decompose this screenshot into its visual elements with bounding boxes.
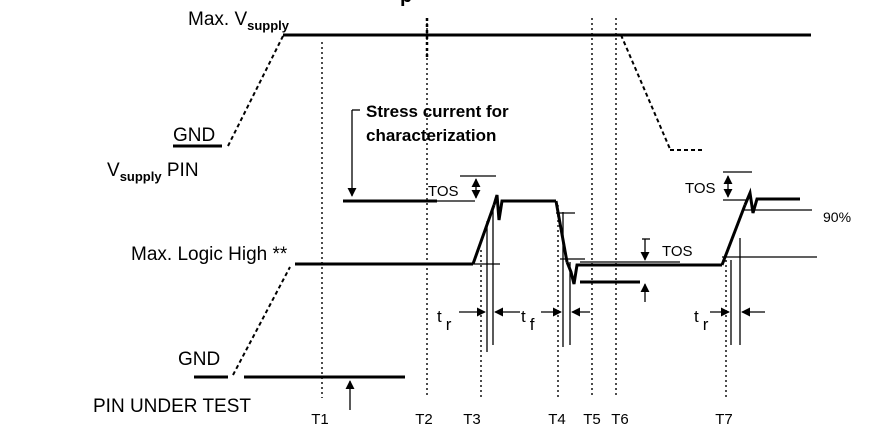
max-logic-high-label: Max. Logic High ** (131, 244, 288, 265)
stress-label-line1: Stress current for (366, 102, 509, 121)
stress-current-annotation (347, 109, 360, 197)
reference-lines (437, 171, 817, 352)
time-markers: T1 T2 T3 T4 T5 T6 T7 (311, 18, 733, 428)
marker-label-t1: T1 (311, 411, 329, 428)
marker-label-t5: T5 (583, 411, 601, 428)
tos-arrows (471, 175, 733, 302)
marker-label-t7: T7 (715, 411, 733, 428)
supply-pin-label: Vsupply PIN (107, 160, 199, 184)
marker-label-t6: T6 (611, 411, 629, 428)
pin-under-test-label: PIN UNDER TEST (93, 396, 251, 417)
marker-label-t3: T3 (463, 411, 481, 428)
tos-label-1: TOS (428, 183, 459, 200)
marker-label-t2: T2 (415, 411, 433, 428)
tos-label-3: TOS (662, 243, 693, 260)
supply-gnd-label: GND (173, 125, 215, 146)
pin-gnd-label: GND (178, 349, 220, 370)
pin-waveform (194, 187, 800, 379)
supply-waveform (173, 33, 811, 151)
tos-label-2: TOS (685, 180, 716, 197)
marker-label-t4: T4 (548, 411, 566, 428)
stress-label-line2: characterization (366, 126, 496, 145)
percent-90-label: 90% (823, 209, 851, 225)
heading-fragment: p (400, 0, 412, 7)
max-supply-label: Max. Vsupply (188, 9, 290, 33)
